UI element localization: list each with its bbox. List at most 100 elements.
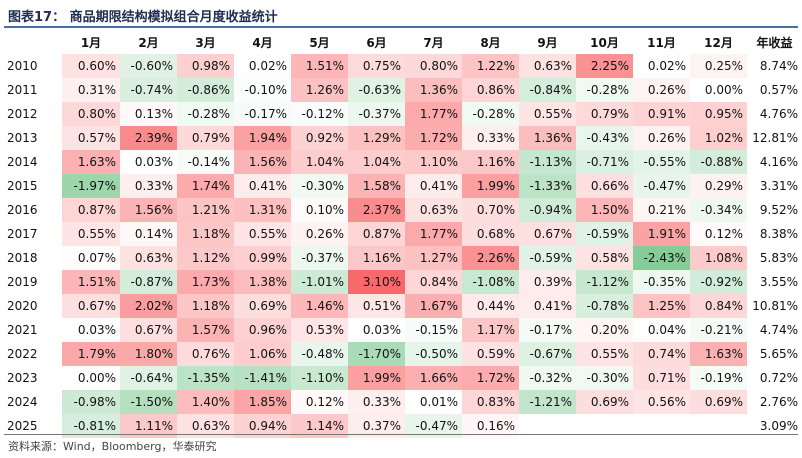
heatmap-cell: 0.12%: [690, 222, 747, 246]
header-annual: 年收益: [756, 35, 793, 50]
heatmap-cell: 0.75%: [348, 54, 405, 78]
heatmap-cell: 1.40%: [177, 390, 234, 414]
heatmap-cell: -1.10%: [291, 366, 348, 390]
heatmap-cell: -0.63%: [348, 78, 405, 102]
heatmap-cell: 1.66%: [405, 366, 462, 390]
annual-return-cell: 3.31%: [759, 179, 798, 193]
header-corner: [4, 30, 62, 54]
heatmap-cell: 1.17%: [462, 318, 519, 342]
heatmap-cell: 1.04%: [348, 150, 405, 174]
year-label: 2019: [7, 275, 38, 289]
heatmap-cell: 0.02%: [234, 54, 291, 78]
header-month: 4月: [252, 35, 273, 50]
annual-return-cell: 2.76%: [759, 395, 798, 409]
heatmap-cell: -1.12%: [576, 270, 633, 294]
year-label: 2010: [7, 59, 38, 73]
heatmap-cell: 0.51%: [348, 294, 405, 318]
heatmap-cell: 0.53%: [291, 318, 348, 342]
heatmap-cell: 1.85%: [234, 390, 291, 414]
heatmap-cell: 0.55%: [234, 222, 291, 246]
heatmap-cell: 0.60%: [62, 54, 120, 78]
table-row: 2012 0.80% 0.13% -0.28% -0.17% -0.12% -0.37% 1.…: [4, 102, 802, 126]
heatmap-cell: -0.50%: [405, 342, 462, 366]
heatmap-cell: -0.88%: [690, 150, 747, 174]
heatmap-cell: 0.80%: [62, 102, 120, 126]
annual-return-cell: 3.55%: [759, 275, 798, 289]
heatmap-cell: 0.63%: [120, 246, 177, 270]
heatmap-cell: -0.30%: [291, 174, 348, 198]
header-month: 5月: [309, 35, 330, 50]
heatmap-cell: 0.59%: [462, 342, 519, 366]
heatmap-cell: 0.55%: [62, 222, 120, 246]
heatmap-cell: 1.02%: [690, 126, 747, 150]
heatmap-cell: 1.73%: [177, 270, 234, 294]
year-label: 2025: [7, 419, 38, 433]
heatmap-cell: -0.17%: [519, 318, 576, 342]
table-row: 2017 0.55% 0.14% 1.18% 0.55% 0.26% 0.87% 1.77% 0…: [4, 222, 802, 246]
heatmap-cell: 1.67%: [405, 294, 462, 318]
heatmap-cell: 0.92%: [291, 126, 348, 150]
heatmap-cell: 1.18%: [177, 222, 234, 246]
heatmap-cell: 0.31%: [62, 78, 120, 102]
annual-return-cell: 9.52%: [759, 203, 798, 217]
heatmap-cell: 0.33%: [120, 174, 177, 198]
heatmap-cell: 1.25%: [633, 294, 690, 318]
year-label: 2020: [7, 299, 38, 313]
heatmap-cell: 0.07%: [62, 246, 120, 270]
table-row: 2013 0.57% 2.39% 0.79% 1.94% 0.92% 1.29% 1.72% 0…: [4, 126, 802, 150]
annual-return-cell: 4.76%: [759, 107, 798, 121]
heatmap-cell: 0.41%: [234, 174, 291, 198]
heatmap-cell: 0.58%: [576, 246, 633, 270]
heatmap-cell: 0.95%: [690, 102, 747, 126]
table-row: 2011 0.31% -0.74% -0.86% -0.10% 1.26% -0.63% 1.…: [4, 78, 802, 102]
heatmap-cell: -1.08%: [462, 270, 519, 294]
table-body: 2010 0.60% -0.60% 0.98% 0.02% 1.51% 0.75% 0.80%…: [4, 54, 802, 438]
heatmap-cell: 0.91%: [633, 102, 690, 126]
heatmap-cell: -0.15%: [405, 318, 462, 342]
heatmap-cell: 0.68%: [462, 222, 519, 246]
heatmap-cell: 0.69%: [576, 390, 633, 414]
heatmap-cell: 2.37%: [348, 198, 405, 222]
heatmap-cell: 0.13%: [120, 102, 177, 126]
table-row: 2022 1.79% 1.80% 0.76% 1.06% -0.48% -1.70% -0.5…: [4, 342, 802, 366]
heatmap-cell: -0.87%: [120, 270, 177, 294]
heatmap-cell: 1.27%: [405, 246, 462, 270]
heatmap-cell: 0.80%: [405, 54, 462, 78]
heatmap-table: 1月 2月 3月 4月 5月 6月 7月 8月 9月 10月 11月 12月 年收益 2010 0.60%…: [4, 30, 802, 438]
heatmap-cell: 0.96%: [234, 318, 291, 342]
header-month: 11月: [647, 35, 676, 50]
heatmap-cell: -0.47%: [633, 174, 690, 198]
heatmap-cell: 0.20%: [576, 318, 633, 342]
heatmap-cell: -0.37%: [291, 246, 348, 270]
heatmap-cell: 0.84%: [405, 270, 462, 294]
annual-return-cell: 3.09%: [759, 419, 798, 433]
header-month: 1月: [80, 35, 102, 50]
heatmap-cell: 0.04%: [633, 318, 690, 342]
heatmap-cell: -1.33%: [519, 174, 576, 198]
heatmap-cell: 0.63%: [405, 198, 462, 222]
table-row: 2021 0.03% 0.67% 1.57% 0.96% 0.53% 0.03% -0.15%…: [4, 318, 802, 342]
year-label: 2014: [7, 155, 38, 169]
heatmap-cell: -1.01%: [291, 270, 348, 294]
heatmap-cell: -0.28%: [177, 102, 234, 126]
heatmap-cell: 1.18%: [177, 294, 234, 318]
bottom-divider: [4, 434, 798, 435]
heatmap-cell: -0.28%: [576, 78, 633, 102]
heatmap-cell: -0.59%: [576, 222, 633, 246]
heatmap-cell: 1.72%: [405, 126, 462, 150]
header-month: 9月: [537, 35, 558, 50]
table-row: 2014 1.63% 0.03% -0.14% 1.56% 1.04% 1.04% 1.10%…: [4, 150, 802, 174]
heatmap-cell: -0.17%: [234, 102, 291, 126]
table-row: 2020 0.67% 2.02% 1.18% 0.69% 1.46% 0.51% 1.67% 0…: [4, 294, 802, 318]
heatmap-cell: 0.83%: [462, 390, 519, 414]
heatmap-cell: 0.33%: [348, 390, 405, 414]
annual-return-cell: 4.74%: [759, 323, 798, 337]
heatmap-cell: 1.56%: [234, 150, 291, 174]
year-label: 2015: [7, 179, 38, 193]
heatmap-cell: 3.10%: [348, 270, 405, 294]
heatmap-cell: -0.10%: [234, 78, 291, 102]
heatmap-cell: 2.39%: [120, 126, 177, 150]
heatmap-cell: -0.67%: [519, 342, 576, 366]
annual-return-cell: 5.65%: [759, 347, 798, 361]
heatmap-cell: 0.79%: [576, 102, 633, 126]
